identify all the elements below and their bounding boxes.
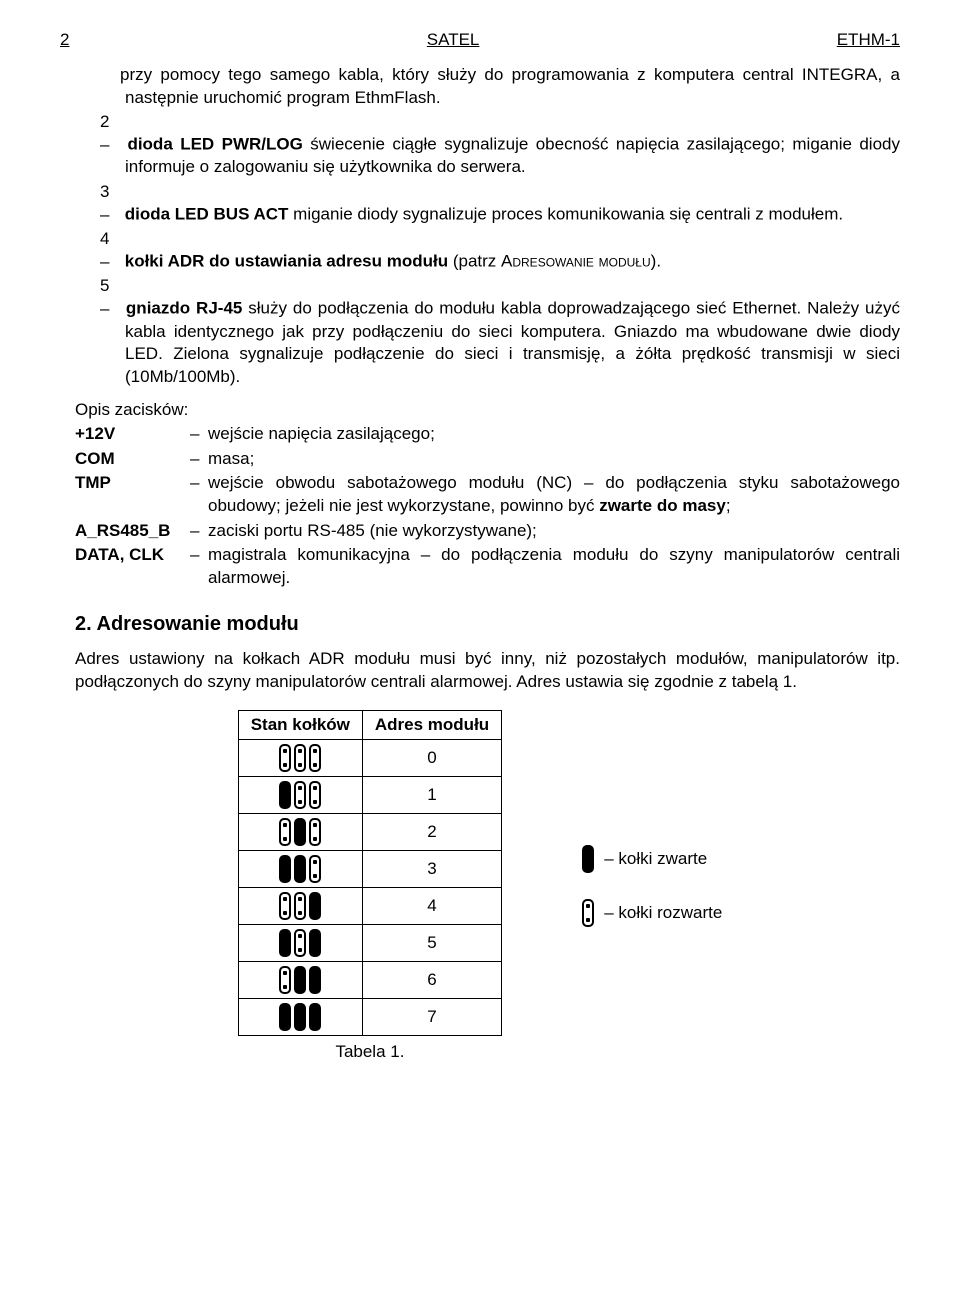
term-label: DATA, CLK — [75, 544, 190, 589]
list-item: 3 – dioda LED BUS ACT miganie diody sygn… — [100, 181, 900, 226]
pin-closed-icon — [582, 845, 594, 873]
pin-open-icon — [279, 744, 291, 772]
term-label: +12V — [75, 423, 190, 446]
term-label: COM — [75, 448, 190, 471]
address-cell: 1 — [362, 776, 501, 813]
pin-closed-icon — [294, 1003, 306, 1031]
pin-open-icon — [279, 818, 291, 846]
table-row: 5 — [238, 924, 501, 961]
list-item: 4 – kołki ADR do ustawiania adresu moduł… — [100, 228, 900, 273]
pin-open-icon — [582, 899, 594, 927]
pin-closed-icon — [294, 855, 306, 883]
pin-open-icon — [279, 892, 291, 920]
table-row: 2 — [238, 813, 501, 850]
terms-title: Opis zacisków: — [75, 399, 900, 422]
pins-cell — [238, 961, 362, 998]
pin-closed-icon — [279, 781, 291, 809]
page-number: 2 — [60, 30, 69, 50]
term-row: TMP – wejście obwodu sabotażowego modułu… — [75, 472, 900, 517]
pin-closed-icon — [279, 1003, 291, 1031]
address-cell: 0 — [362, 739, 501, 776]
header-center: SATEL — [69, 30, 836, 50]
term-row: COM – masa; — [75, 448, 900, 471]
pin-open-icon — [294, 744, 306, 772]
term-desc: wejście napięcia zasilającego; — [208, 423, 900, 446]
table-row: 7 — [238, 998, 501, 1035]
address-table: Stan kołków Adres modułu 01234567 — [238, 710, 502, 1036]
pins-cell — [238, 998, 362, 1035]
table-row: 0 — [238, 739, 501, 776]
pins-cell — [238, 813, 362, 850]
address-cell: 7 — [362, 998, 501, 1035]
pin-open-icon — [294, 781, 306, 809]
list-item: przy pomocy tego samego kabla, który słu… — [100, 64, 900, 109]
pins-cell — [238, 887, 362, 924]
term-label: TMP — [75, 472, 190, 517]
pins-cell — [238, 850, 362, 887]
pin-closed-icon — [309, 929, 321, 957]
list-text: przy pomocy tego samego kabla, który słu… — [120, 65, 900, 107]
pin-closed-icon — [294, 818, 306, 846]
list-text: gniazdo RJ-45 służy do podłączenia do mo… — [125, 299, 900, 386]
pin-closed-icon — [279, 929, 291, 957]
term-desc: zaciski portu RS-485 (nie wykorzystywane… — [208, 520, 900, 543]
list-text: dioda LED PWR/LOG świecenie ciągłe sygna… — [125, 135, 900, 177]
table-row: 1 — [238, 776, 501, 813]
term-desc: wejście obwodu sabotażowego modułu (NC) … — [208, 472, 900, 517]
address-cell: 6 — [362, 961, 501, 998]
pin-closed-icon — [309, 892, 321, 920]
pins-cell — [238, 924, 362, 961]
pins-cell — [238, 776, 362, 813]
pin-closed-icon — [309, 966, 321, 994]
term-desc: masa; — [208, 448, 900, 471]
pin-open-icon — [294, 929, 306, 957]
address-cell: 3 — [362, 850, 501, 887]
legend-label: – kołki rozwarte — [604, 903, 722, 923]
table-row: 4 — [238, 887, 501, 924]
legend-label: – kołki zwarte — [604, 849, 707, 869]
pin-open-icon — [309, 744, 321, 772]
table-header: Adres modułu — [362, 710, 501, 739]
legend-row: – kołki rozwarte — [582, 899, 722, 927]
section-heading: 2. Adresowanie modułu — [60, 613, 900, 636]
address-cell: 4 — [362, 887, 501, 924]
address-table-block: Stan kołków Adres modułu 01234567 Tabela… — [60, 710, 900, 1062]
term-row: A_RS485_B – zaciski portu RS-485 (nie wy… — [75, 520, 900, 543]
list-text: kołki ADR do ustawiania adresu modułu (p… — [125, 252, 661, 271]
pin-open-icon — [294, 892, 306, 920]
header-right: ETHM-1 — [837, 30, 900, 50]
pin-open-icon — [309, 781, 321, 809]
pin-closed-icon — [279, 855, 291, 883]
address-cell: 2 — [362, 813, 501, 850]
legend-row: – kołki zwarte — [582, 845, 722, 873]
list-item: 5 – gniazdo RJ-45 służy do podłączenia d… — [100, 275, 900, 388]
list-item: 2 – dioda LED PWR/LOG świecenie ciągłe s… — [100, 111, 900, 179]
term-label: A_RS485_B — [75, 520, 190, 543]
term-desc: magistrala komunikacyjna – do podłączeni… — [208, 544, 900, 589]
pin-closed-icon — [294, 966, 306, 994]
table-row: 3 — [238, 850, 501, 887]
page-header: 2 SATEL ETHM-1 — [60, 30, 900, 50]
address-cell: 5 — [362, 924, 501, 961]
pin-open-icon — [309, 818, 321, 846]
pin-closed-icon — [309, 1003, 321, 1031]
legend: – kołki zwarte – kołki rozwarte — [582, 845, 722, 927]
table-caption: Tabela 1. — [238, 1042, 502, 1062]
pin-open-icon — [279, 966, 291, 994]
list-text: dioda LED BUS ACT miganie diody sygnaliz… — [125, 205, 843, 224]
term-row: DATA, CLK – magistrala komunikacyjna – d… — [75, 544, 900, 589]
table-row: 6 — [238, 961, 501, 998]
numbered-list: przy pomocy tego samego kabla, który słu… — [60, 64, 900, 389]
table-header: Stan kołków — [238, 710, 362, 739]
terminal-description: Opis zacisków: +12V – wejście napięcia z… — [60, 399, 900, 590]
section-paragraph: Adres ustawiony na kołkach ADR modułu mu… — [60, 648, 900, 693]
pins-cell — [238, 739, 362, 776]
term-row: +12V – wejście napięcia zasilającego; — [75, 423, 900, 446]
pin-open-icon — [309, 855, 321, 883]
